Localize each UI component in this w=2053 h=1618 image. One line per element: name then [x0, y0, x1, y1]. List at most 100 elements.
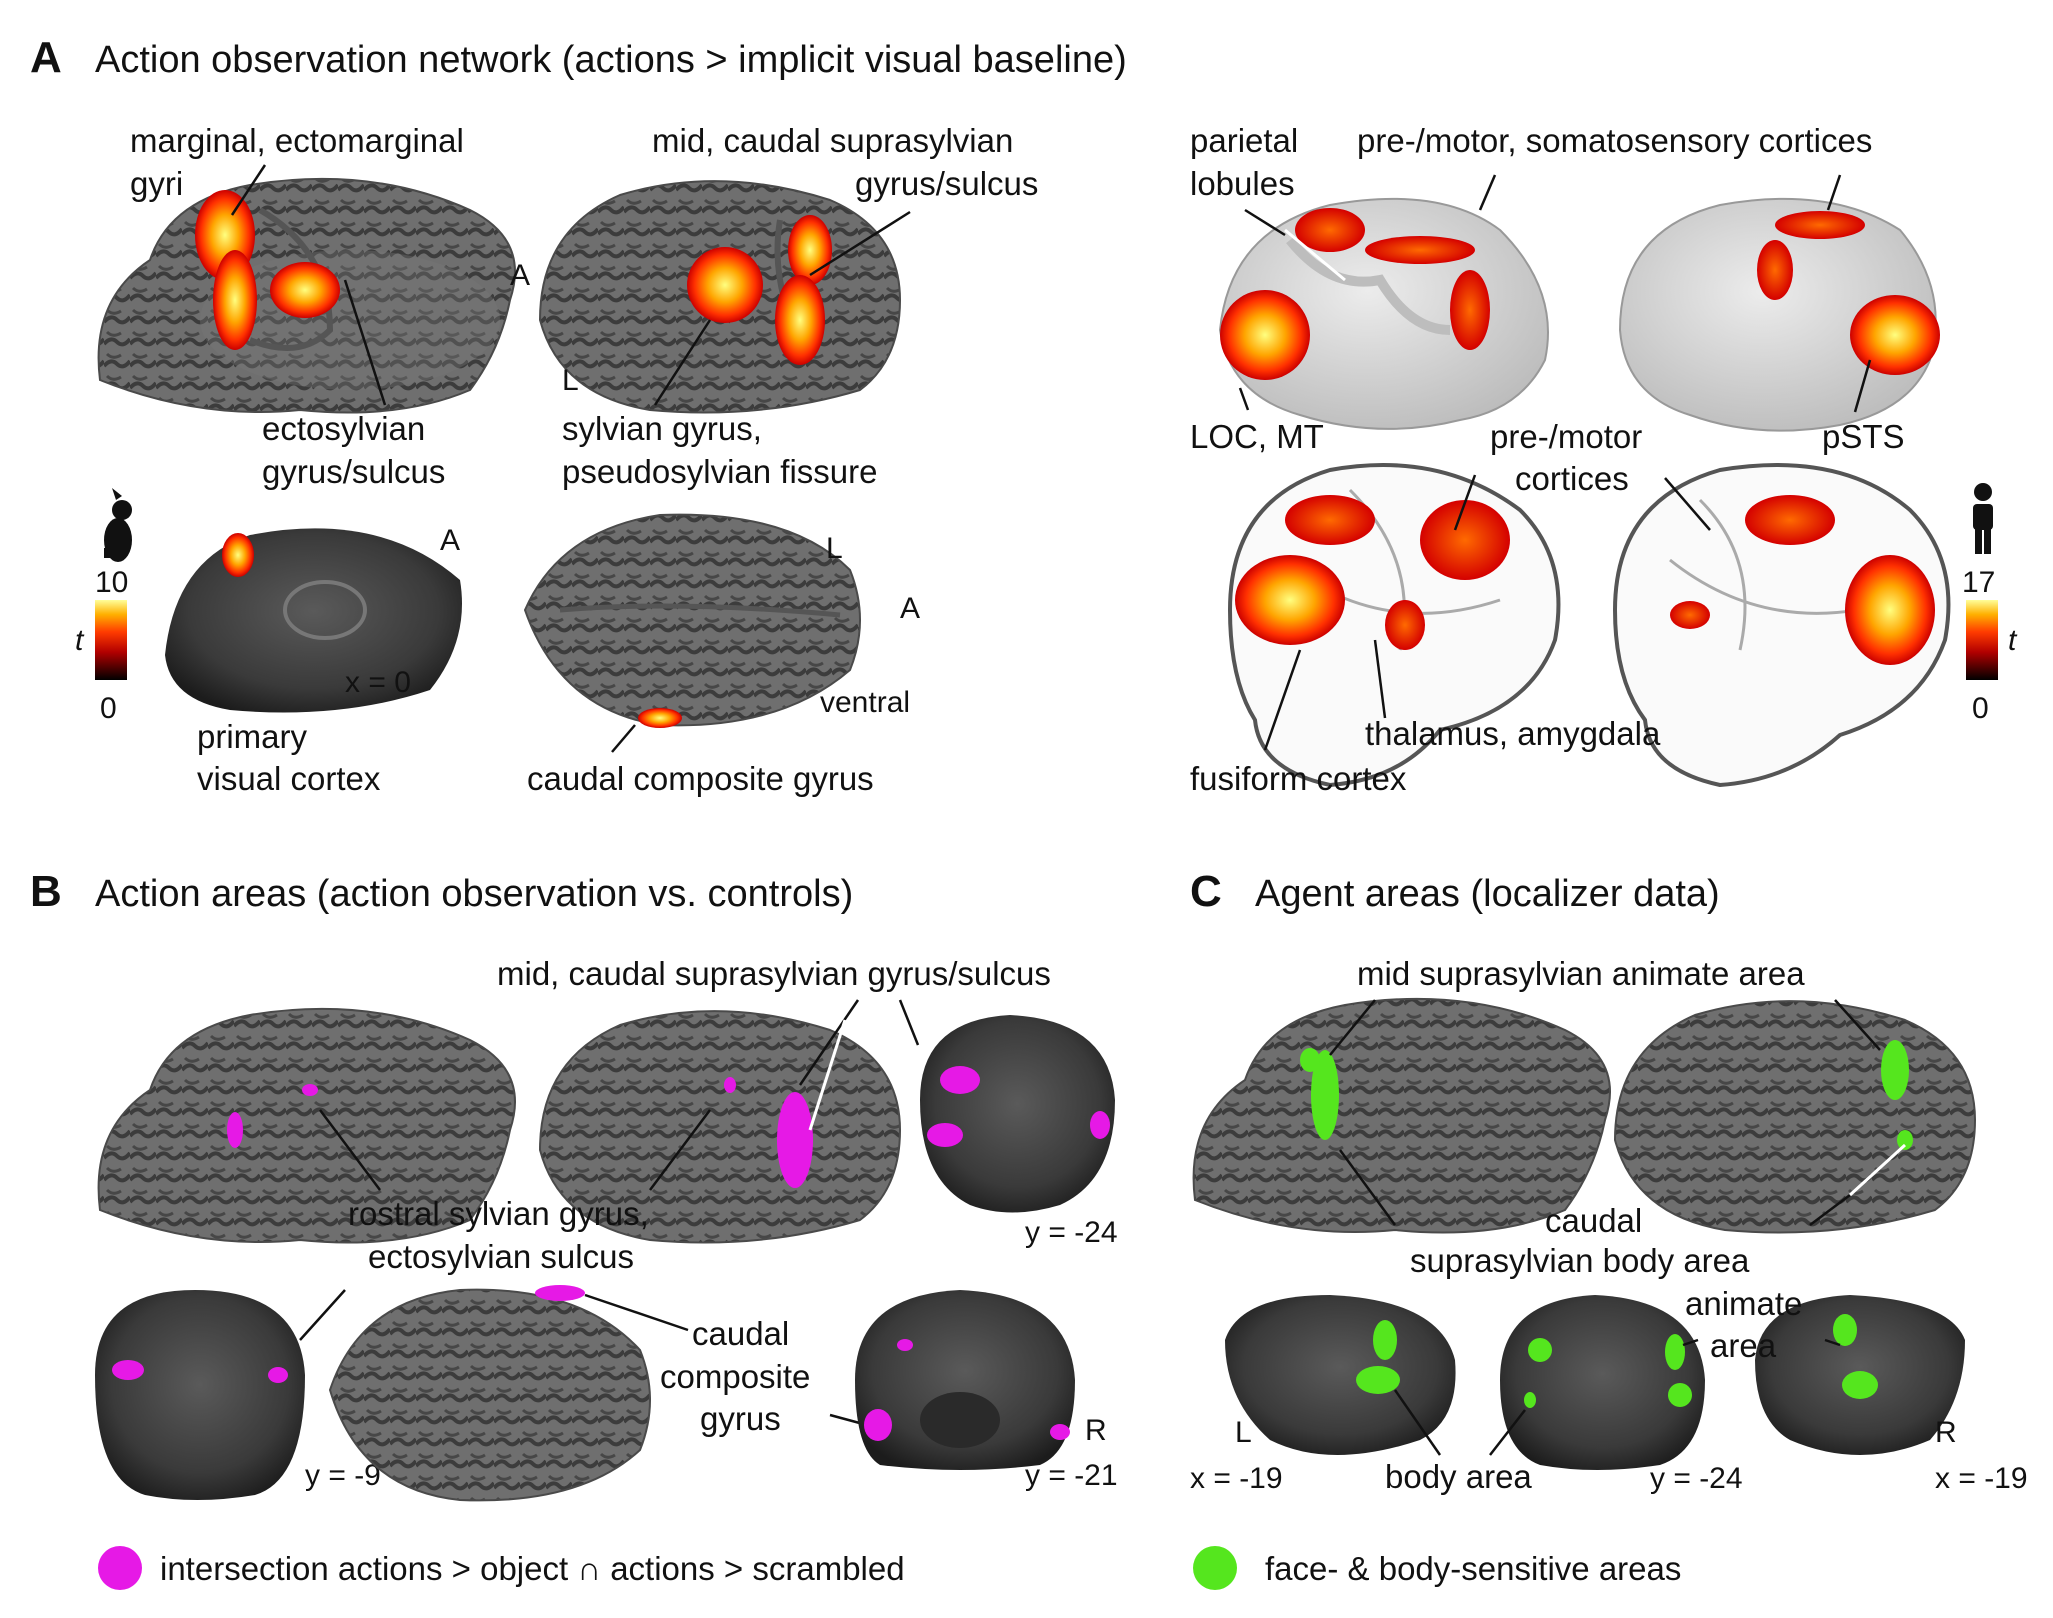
leader-b-midcaudal-a	[798, 999, 860, 1086]
dog-brain-c-left	[1192, 997, 1611, 1234]
label-midcaudal-2: gyrus/sulcus	[855, 165, 1038, 202]
label-b-caudal-3: gyrus	[700, 1400, 781, 1437]
label-loc-mt: LOC, MT	[1190, 418, 1324, 455]
leader-c-mid-animate-a	[1329, 999, 1376, 1056]
label-b-y9: y = -9	[305, 1459, 381, 1492]
legend-c-swatch	[1193, 1546, 1237, 1590]
label-fusiform: fusiform cortex	[1190, 760, 1407, 797]
label-primary-visual-2: visual cortex	[197, 760, 381, 797]
glass-brain-left	[1227, 463, 1561, 788]
leader-b-rostral-a	[319, 1109, 381, 1191]
leader-caudal-composite-a	[611, 724, 636, 753]
leader-c-caudal-white	[1848, 1143, 1907, 1197]
leader-premotor-somato-a	[1478, 174, 1497, 211]
label-sylvian-2: pseudosylvian fissure	[562, 453, 878, 490]
legend-b: intersection actions > object ∩ actions …	[98, 1546, 905, 1590]
orient-l-2: L	[826, 532, 843, 565]
label-premotor-2: cortices	[1515, 460, 1629, 497]
coronal-c-middle	[1500, 1295, 1705, 1470]
label-b-orient-r: R	[1085, 1414, 1107, 1447]
panel-a-title: Action observation network (actions > im…	[95, 39, 1127, 81]
label-marginal-2: gyri	[130, 165, 183, 202]
colorbar-dog: 10 0 t	[75, 566, 128, 725]
leader-b-rostral-b	[649, 1109, 711, 1191]
panel-c-title: Agent areas (localizer data)	[1255, 873, 1720, 915]
label-parietal-2: lobules	[1190, 165, 1295, 202]
label-c-x19b: x = -19	[1935, 1462, 2028, 1495]
label-c-animate-1: animate	[1685, 1285, 1802, 1322]
label-c-orient-l: L	[1235, 1416, 1252, 1449]
human-brain-right	[1618, 197, 1940, 432]
orient-l-1: L	[562, 364, 579, 397]
glass-brain-right	[1612, 463, 1951, 788]
dog-sagittal-slice	[165, 528, 462, 713]
leader-b-midcaudal-b	[898, 999, 920, 1046]
leader-c-caudal-b	[1809, 1194, 1851, 1226]
dog-icon	[104, 488, 132, 562]
label-ectosylvian-2: gyrus/sulcus	[262, 453, 445, 490]
leader-thalamus	[1373, 639, 1387, 719]
leader-premotor-a	[1453, 474, 1477, 531]
leader-sylvian	[653, 319, 712, 406]
slice-x0: x = 0	[345, 666, 411, 699]
label-ventral: ventral	[820, 686, 910, 719]
label-c-caudal-1: caudal	[1545, 1202, 1642, 1239]
leader-b-caudal-a	[584, 1293, 689, 1332]
colorbar-dog-max: 10	[95, 566, 128, 599]
orient-a-2: A	[440, 524, 460, 557]
colorbar-human-max: 17	[1962, 566, 1995, 599]
legend-c: face- & body-sensitive areas	[1193, 1546, 1681, 1590]
legend-c-label: face- & body-sensitive areas	[1265, 1550, 1681, 1587]
label-marginal-1: marginal, ectomarginal	[130, 122, 464, 159]
leader-c-animate-a	[1682, 1338, 1699, 1347]
panel-a-letter: A	[30, 33, 62, 82]
dog-activation-suprasylvian	[687, 215, 832, 365]
label-ectosylvian-1: ectosylvian	[262, 410, 425, 447]
label-primary-visual-1: primary	[197, 718, 308, 755]
label-c-caudal-2: suprasylvian body area	[1410, 1242, 1750, 1279]
label-c-orient-r: R	[1935, 1416, 1957, 1449]
leader-premotor-b	[1664, 477, 1711, 531]
dog-ventral-b	[328, 1285, 651, 1502]
label-c-x19a: x = -19	[1190, 1462, 1283, 1495]
label-c-body-area: body area	[1385, 1458, 1532, 1495]
label-c-animate-2: area	[1710, 1327, 1777, 1364]
label-premotor-somato: pre-/motor, somatosensory cortices	[1357, 122, 1872, 159]
panel-b-letter: B	[30, 867, 62, 916]
label-sylvian-1: sylvian gyrus,	[562, 410, 762, 447]
leader-parietal	[1244, 208, 1286, 237]
orient-a-3: A	[900, 592, 920, 625]
colorbar-dog-min: 0	[100, 692, 117, 725]
leader-b-rostral-c	[299, 1289, 346, 1341]
colorbar-human: 17 0 t	[1962, 566, 2018, 725]
leader-parietal-white	[1284, 228, 1346, 282]
legend-b-label: intersection actions > object ∩ actions …	[160, 1550, 905, 1587]
label-caudal-composite-a: caudal composite gyrus	[527, 760, 874, 797]
dog-brain-c-right	[1613, 1000, 1977, 1234]
label-premotor-1: pre-/motor	[1490, 418, 1642, 455]
dog-ventral-view	[523, 513, 861, 728]
coronal-slice-y21-b	[855, 1290, 1075, 1470]
human-brain-left	[1218, 197, 1549, 430]
label-b-caudal-2: composite	[660, 1358, 810, 1395]
sagittal-c-right	[1755, 1295, 1965, 1455]
leader-c-body-a	[1393, 1389, 1442, 1456]
panel-c-letter: C	[1190, 867, 1222, 916]
sagittal-c-left	[1225, 1295, 1456, 1455]
label-thalamus: thalamus, amygdala	[1365, 715, 1661, 752]
label-b-rostral-2: ectosylvian sulcus	[368, 1238, 634, 1275]
coronal-slice-y24-b	[920, 1015, 1115, 1213]
leader-premotor-somato-b	[1826, 174, 1842, 211]
leader-c-animate-b	[1824, 1338, 1841, 1347]
leader-c-caudal-a	[1338, 1149, 1397, 1226]
panel-b-title: Action areas (action observation vs. con…	[95, 873, 853, 915]
leader-marginal	[230, 164, 267, 216]
coronal-slice-y9-b	[95, 1290, 305, 1500]
label-b-y21: y = -21	[1025, 1459, 1118, 1492]
colorbar-human-var: t	[2008, 624, 2018, 657]
orient-a-1: A	[510, 259, 530, 292]
leader-c-mid-animate-b	[1834, 999, 1881, 1051]
leader-fusiform	[1263, 649, 1302, 751]
leader-midcaudal	[809, 210, 911, 277]
